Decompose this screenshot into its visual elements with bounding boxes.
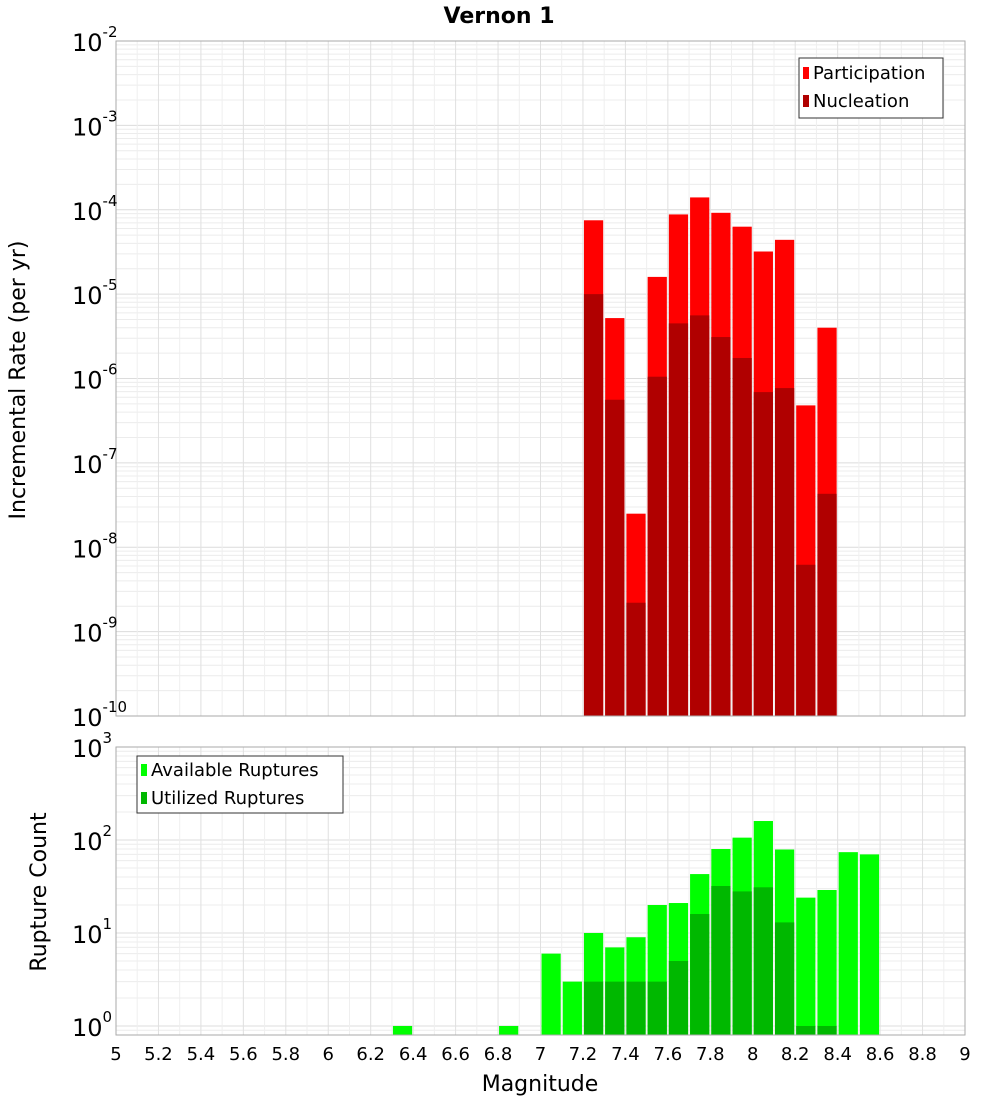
top-bar-nucleation bbox=[711, 337, 731, 716]
x-tick-label: 7.2 bbox=[569, 1044, 598, 1065]
x-tick-label: 7.4 bbox=[611, 1044, 640, 1065]
top-bar-nucleation bbox=[774, 388, 795, 716]
top-y-tick-label: 10-3 bbox=[72, 107, 118, 141]
top-y-tick-label: 10-2 bbox=[72, 23, 118, 57]
bottom-bars bbox=[392, 821, 880, 1035]
bottom-bar-available-ruptures bbox=[859, 854, 880, 1035]
top-y-tick-label: 10-7 bbox=[72, 445, 118, 479]
top-y-tick-label: 10-8 bbox=[72, 529, 118, 563]
x-tick-label: 6.6 bbox=[441, 1044, 470, 1065]
bottom-bar-available-ruptures bbox=[541, 953, 561, 1035]
top-bars bbox=[583, 197, 837, 717]
top-bar-nucleation bbox=[647, 376, 667, 716]
top-y-tick-label: 10-10 bbox=[72, 698, 127, 732]
bottom-bar-available-ruptures bbox=[838, 852, 858, 1035]
bottom-bar-available-ruptures bbox=[817, 889, 837, 1035]
x-tick-label: 5.4 bbox=[187, 1044, 216, 1065]
x-tick-label: 8.8 bbox=[908, 1044, 937, 1065]
bottom-bar-utilized-ruptures bbox=[605, 981, 625, 1035]
legend-label-nucleation: Nucleation bbox=[813, 91, 909, 112]
bottom-bar-available-ruptures bbox=[392, 1025, 413, 1035]
top-y-tick-label: 10-9 bbox=[72, 614, 118, 648]
bottom-y-tick-label: 102 bbox=[72, 822, 112, 856]
legend-swatch-utilized bbox=[141, 792, 147, 804]
bottom-y-tick-label: 100 bbox=[72, 1008, 112, 1042]
legend-swatch-available bbox=[141, 764, 147, 776]
bottom-x-ticks: 5 5.2 5.4 5.6 5.8 6 6.2 6.4 6.6 6.8 7 7.2 7.4 7.6 7.8 8… bbox=[110, 1044, 970, 1065]
top-bar-nucleation bbox=[753, 392, 773, 716]
x-tick-label: 7 bbox=[535, 1044, 546, 1065]
top-bar-nucleation bbox=[796, 564, 816, 716]
top-y-axis-label: Incremental Rate (per yr) bbox=[6, 241, 31, 520]
top-y-tick-label: 10-5 bbox=[72, 276, 118, 310]
bottom-bar-utilized-ruptures bbox=[668, 960, 689, 1035]
top-plot-border bbox=[115, 40, 966, 717]
bottom-bar-utilized-ruptures bbox=[647, 981, 667, 1035]
legend-label-available: Available Ruptures bbox=[151, 760, 319, 781]
x-tick-label: 6.4 bbox=[399, 1044, 428, 1065]
legend-label-participation: Participation bbox=[813, 63, 925, 84]
x-tick-label: 6 bbox=[323, 1044, 334, 1065]
bottom-bar-utilized-ruptures bbox=[753, 887, 773, 1035]
x-tick-label: 8.2 bbox=[781, 1044, 810, 1065]
bottom-bar-available-ruptures bbox=[499, 1025, 519, 1035]
x-tick-label: 5.2 bbox=[144, 1044, 173, 1065]
x-tick-label: 5.8 bbox=[271, 1044, 300, 1065]
top-bar-nucleation bbox=[732, 357, 752, 716]
bottom-y-ticks: 100 101 102 103 bbox=[72, 729, 112, 1042]
bottom-legend-box bbox=[136, 755, 344, 814]
bottom-plot-border bbox=[115, 746, 966, 1036]
top-y-tick-label: 10-4 bbox=[72, 192, 118, 226]
bottom-bar-utilized-ruptures bbox=[732, 891, 752, 1035]
top-bar-nucleation bbox=[817, 493, 837, 716]
bottom-bar-utilized-ruptures bbox=[690, 914, 710, 1035]
bottom-bar-utilized-ruptures bbox=[626, 981, 646, 1035]
chart-title: Vernon 1 bbox=[444, 4, 555, 29]
bottom-y-tick-label: 103 bbox=[72, 729, 112, 763]
x-tick-label: 6.2 bbox=[356, 1044, 385, 1065]
x-tick-label: 7.6 bbox=[654, 1044, 683, 1065]
bottom-bar-utilized-ruptures bbox=[774, 922, 795, 1035]
x-axis-label: Magnitude bbox=[482, 1072, 599, 1097]
x-tick-label: 8.4 bbox=[823, 1044, 852, 1065]
x-tick-label: 5.6 bbox=[229, 1044, 258, 1065]
bottom-bar-utilized-ruptures bbox=[796, 1025, 816, 1035]
legend-swatch-participation bbox=[803, 67, 809, 79]
bottom-bar-available-ruptures bbox=[562, 981, 582, 1035]
top-bar-nucleation bbox=[626, 602, 646, 716]
legend-label-utilized: Utilized Ruptures bbox=[151, 788, 304, 809]
bottom-bar-utilized-ruptures bbox=[583, 981, 604, 1035]
x-tick-label: 6.8 bbox=[484, 1044, 513, 1065]
bottom-legend: Available Ruptures Utilized Ruptures bbox=[136, 755, 344, 814]
top-gridlines bbox=[116, 41, 965, 717]
bottom-bar-utilized-ruptures bbox=[817, 1025, 837, 1035]
top-bar-nucleation bbox=[690, 315, 710, 716]
bottom-y-axis-label: Rupture Count bbox=[27, 812, 52, 972]
bottom-bar-utilized-ruptures bbox=[711, 886, 731, 1035]
bottom-y-tick-label: 101 bbox=[72, 915, 112, 949]
top-bar-nucleation bbox=[668, 323, 689, 716]
legend-swatch-nucleation bbox=[803, 95, 809, 107]
top-y-ticks: 10-10 10-9 10-8 10-7 10-6 10-5 10-4 10-3 10-2 bbox=[72, 23, 127, 732]
top-bar-nucleation bbox=[605, 399, 625, 716]
x-tick-label: 8 bbox=[747, 1044, 758, 1065]
x-tick-label: 5 bbox=[110, 1044, 121, 1065]
top-legend: Participation Nucleation bbox=[798, 57, 944, 119]
top-bar-nucleation bbox=[583, 294, 604, 716]
top-y-tick-label: 10-6 bbox=[72, 361, 118, 395]
bottom-bar-available-ruptures bbox=[796, 897, 816, 1035]
x-tick-label: 7.8 bbox=[696, 1044, 725, 1065]
top-legend-box bbox=[798, 57, 944, 119]
x-tick-label: 9 bbox=[959, 1044, 970, 1065]
x-tick-label: 8.6 bbox=[866, 1044, 895, 1065]
